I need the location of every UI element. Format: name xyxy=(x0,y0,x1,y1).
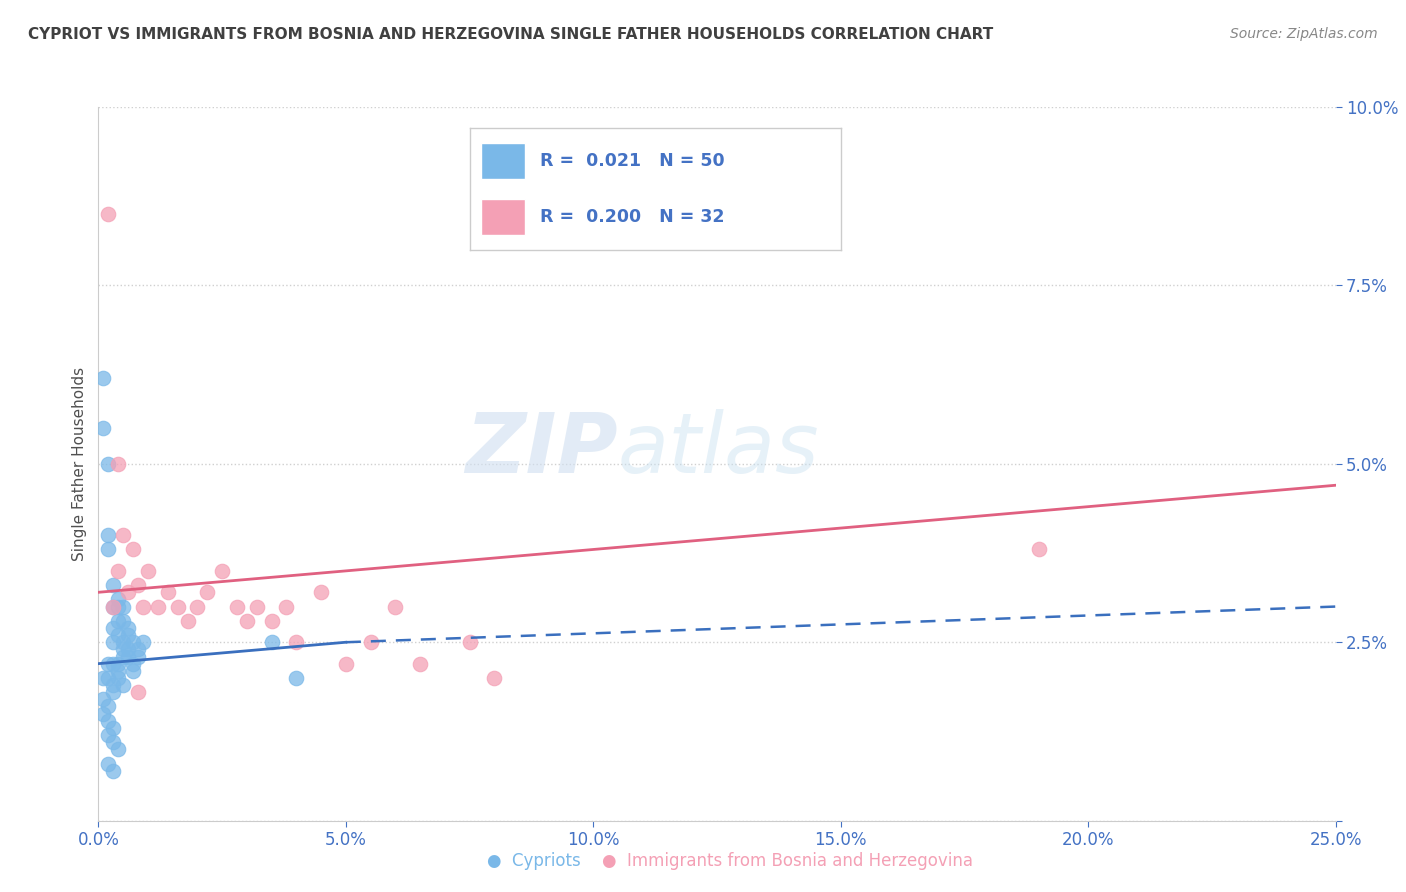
Point xyxy=(112,678,135,692)
Point xyxy=(93,706,115,721)
Point xyxy=(107,592,129,607)
Point xyxy=(335,657,357,671)
Text: ZIP: ZIP xyxy=(465,409,619,490)
Y-axis label: Single Father Households: Single Father Households xyxy=(72,367,87,561)
Point xyxy=(97,657,120,671)
Point xyxy=(309,585,332,599)
Point xyxy=(117,628,139,642)
Point xyxy=(226,599,249,614)
Point xyxy=(484,671,506,685)
Point xyxy=(1028,542,1050,557)
Point xyxy=(360,635,382,649)
Text: atlas: atlas xyxy=(619,409,820,490)
Point xyxy=(122,542,145,557)
Point xyxy=(132,599,155,614)
Point xyxy=(97,207,120,221)
Point xyxy=(136,564,159,578)
Point xyxy=(117,642,139,657)
Point xyxy=(97,671,120,685)
Point xyxy=(107,657,129,671)
Point xyxy=(186,599,208,614)
Point xyxy=(112,528,135,542)
Point xyxy=(112,635,135,649)
Point xyxy=(112,642,135,657)
Point xyxy=(103,578,125,592)
Point xyxy=(93,371,115,385)
Point xyxy=(409,657,432,671)
Point xyxy=(156,585,179,599)
Point xyxy=(103,721,125,735)
Point xyxy=(122,664,145,678)
Point xyxy=(127,578,149,592)
Point xyxy=(103,764,125,778)
Point xyxy=(117,621,139,635)
Point xyxy=(260,635,283,649)
Point xyxy=(103,599,125,614)
Point xyxy=(103,678,125,692)
Point xyxy=(97,714,120,728)
Point xyxy=(93,692,115,706)
Point xyxy=(107,664,129,678)
Point xyxy=(103,657,125,671)
Point xyxy=(107,599,129,614)
Point xyxy=(107,671,129,685)
Point xyxy=(132,635,155,649)
Point xyxy=(127,649,149,664)
Point xyxy=(103,735,125,749)
Point xyxy=(107,628,129,642)
Point xyxy=(176,614,198,628)
Point xyxy=(93,421,115,435)
Point xyxy=(107,564,129,578)
Point xyxy=(97,728,120,742)
Point xyxy=(103,621,125,635)
Point xyxy=(122,657,145,671)
Point xyxy=(107,742,129,756)
Point xyxy=(458,635,481,649)
Point xyxy=(122,635,145,649)
Point xyxy=(384,599,406,614)
Point xyxy=(117,649,139,664)
Point xyxy=(97,756,120,771)
Point xyxy=(103,685,125,699)
Point xyxy=(285,671,308,685)
Point xyxy=(127,685,149,699)
Point xyxy=(285,635,308,649)
Point xyxy=(236,614,259,628)
Point xyxy=(112,599,135,614)
Point xyxy=(127,642,149,657)
Point xyxy=(166,599,188,614)
Point xyxy=(97,528,120,542)
Point xyxy=(103,599,125,614)
Point xyxy=(246,599,269,614)
Point xyxy=(112,614,135,628)
Text: ●  Cypriots: ● Cypriots xyxy=(488,852,581,870)
Point xyxy=(276,599,298,614)
Point xyxy=(97,699,120,714)
Text: CYPRIOT VS IMMIGRANTS FROM BOSNIA AND HERZEGOVINA SINGLE FATHER HOUSEHOLDS CORRE: CYPRIOT VS IMMIGRANTS FROM BOSNIA AND HE… xyxy=(28,27,994,42)
Point xyxy=(97,542,120,557)
Point xyxy=(211,564,233,578)
Point xyxy=(107,614,129,628)
Point xyxy=(103,635,125,649)
Point xyxy=(107,457,129,471)
Point xyxy=(117,585,139,599)
Point xyxy=(195,585,218,599)
Point xyxy=(260,614,283,628)
Point xyxy=(97,457,120,471)
Point xyxy=(93,671,115,685)
Text: Source: ZipAtlas.com: Source: ZipAtlas.com xyxy=(1230,27,1378,41)
Text: ●  Immigrants from Bosnia and Herzegovina: ● Immigrants from Bosnia and Herzegovina xyxy=(602,852,973,870)
Point xyxy=(146,599,169,614)
Point xyxy=(112,649,135,664)
